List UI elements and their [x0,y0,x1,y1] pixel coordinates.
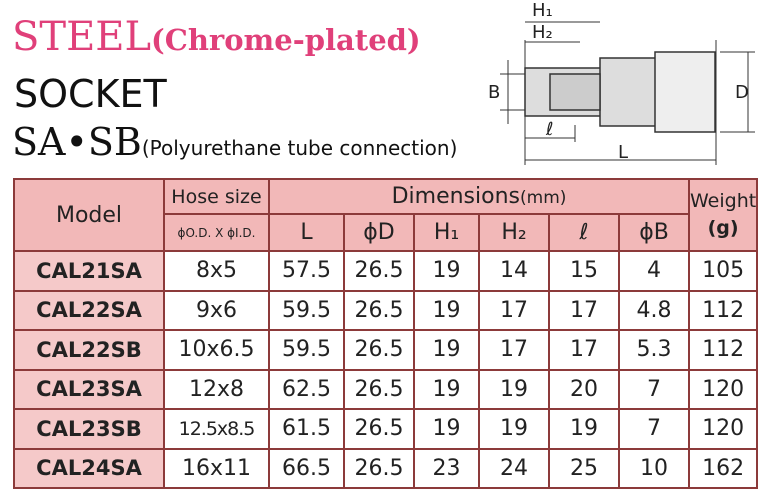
table-row: CAL21SA 8x5 57.5 26.5 19 14 15 4 105 [13,250,759,292]
table-row: CAL24SA 16x11 66.5 26.5 23 24 25 10 162 [13,447,759,489]
data-cell: 12x8 [163,368,270,410]
data-cell: 26.5 [343,447,415,489]
data-cell: 66.5 [268,447,345,489]
header-column: H₁ [413,213,480,252]
header-column: ϕB [618,213,690,252]
data-cell: 9x6 [163,289,270,331]
data-cell: 8x5 [163,250,270,292]
dimensions-unit: (mm) [520,188,567,208]
subtitle: SOCKET [14,72,167,116]
data-cell: 26.5 [343,408,415,450]
data-cell: 14 [478,250,550,292]
data-cell: 59.5 [268,329,345,371]
table-row: CAL22SB 10x6.5 59.5 26.5 19 17 17 5.3 112 [13,329,759,371]
data-cell: 5.3 [618,329,690,371]
table-row: CAL23SA 12x8 62.5 26.5 19 19 20 7 120 [13,368,759,410]
label-h1: H₁ [532,0,553,21]
title-note: (Chrome-plated) [151,23,421,57]
data-cell: 19 [478,408,550,450]
weight-text: Weight [690,190,757,212]
label-b: B [488,82,500,103]
diagram: H₁ H₂ B D ℓ L [488,0,755,165]
table-row: CAL23SB 12.5x8.5 61.5 26.5 19 19 19 7 120 [13,408,759,450]
data-cell: 57.5 [268,250,345,292]
weight-unit: (g) [707,217,739,239]
data-cell: 17 [548,329,620,371]
label-l: L [618,142,628,163]
series-note: (Polyurethane tube connection) [141,136,458,160]
data-cell: 17 [478,329,550,371]
model-cell: CAL23SB [13,408,165,450]
data-cell: 17 [548,289,620,331]
data-cell: 19 [413,250,480,292]
header-dimensions: Dimensions(mm) [268,178,690,215]
data-cell: 10x6.5 [163,329,270,371]
header-model: Model [13,178,165,252]
data-cell: 105 [687,250,759,292]
data-cell: 10 [618,447,690,489]
header-column: L [268,213,345,252]
header-column: ϕD [343,213,415,252]
data-cell: 12.5x8.5 [163,408,270,450]
data-cell: 61.5 [268,408,345,450]
data-cell: 23 [413,447,480,489]
model-cell: CAL24SA [13,447,165,489]
model-cell: CAL22SB [13,329,165,371]
data-cell: 26.5 [343,368,415,410]
header-weight: Weight (g) [687,178,759,252]
data-cell: 59.5 [268,289,345,331]
header-column: H₂ [478,213,550,252]
title-text: STEEL [12,14,152,60]
model-cell: CAL22SA [13,289,165,331]
data-cell: 112 [687,329,759,371]
label-d: D [735,82,749,103]
data-cell: 62.5 [268,368,345,410]
model-cell: CAL21SA [13,250,165,292]
data-cell: 4 [618,250,690,292]
data-cell: 19 [413,289,480,331]
header-hose-unit: ϕO.D. X ϕI.D. [163,213,270,252]
data-cell: 24 [478,447,550,489]
data-cell: 7 [618,408,690,450]
data-cell: 112 [687,289,759,331]
header-hose: Hose size [163,178,270,215]
data-cell: 26.5 [343,289,415,331]
table-body: Model Hose size Dimensions(mm) Weight (g)… [13,178,759,489]
spec-table: Model Hose size Dimensions(mm) Weight (g)… [13,178,759,489]
series-text: SA•SB [12,120,142,164]
label-h2: H₂ [532,22,553,43]
data-cell: 19 [548,408,620,450]
dimensions-text: Dimensions [391,184,520,209]
data-cell: 162 [687,447,759,489]
data-cell: 17 [478,289,550,331]
data-cell: 19 [413,368,480,410]
data-cell: 15 [548,250,620,292]
label-l-small: ℓ [545,119,553,140]
model-cell: CAL23SA [13,368,165,410]
data-cell: 120 [687,368,759,410]
data-cell: 26.5 [343,329,415,371]
table-row: CAL22SA 9x6 59.5 26.5 19 17 17 4.8 112 [13,289,759,331]
data-cell: 7 [618,368,690,410]
header-column: ℓ [548,213,620,252]
data-cell: 16x11 [163,447,270,489]
data-cell: 120 [687,408,759,450]
series: SA•SB(Polyurethane tube connection) [12,120,457,164]
data-cell: 4.8 [618,289,690,331]
data-cell: 19 [413,408,480,450]
data-cell: 19 [478,368,550,410]
data-cell: 25 [548,447,620,489]
title: STEEL(Chrome-plated) [12,14,421,60]
data-cell: 19 [413,329,480,371]
data-cell: 26.5 [343,250,415,292]
data-cell: 20 [548,368,620,410]
